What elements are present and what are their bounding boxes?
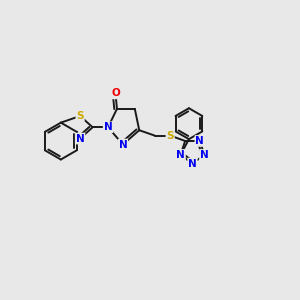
Text: S: S [76,111,84,121]
Text: O: O [111,88,120,98]
Text: S: S [167,130,174,141]
Text: N: N [195,136,204,146]
Text: N: N [176,150,185,160]
Text: N: N [188,158,197,169]
Text: N: N [104,122,112,132]
Text: N: N [200,150,209,160]
Text: N: N [76,134,85,144]
Text: N: N [118,140,127,149]
